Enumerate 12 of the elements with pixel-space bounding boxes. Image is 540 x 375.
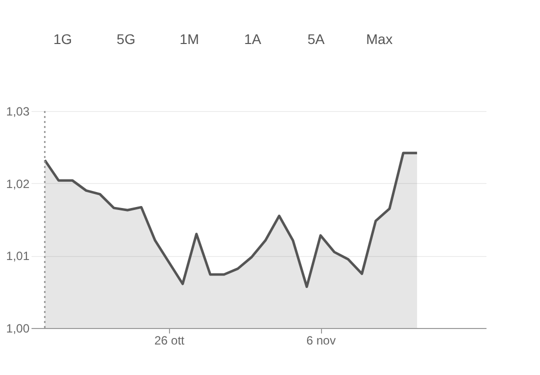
x-tick-label: 6 nov bbox=[306, 334, 336, 348]
y-tick-label: 1,02 bbox=[6, 176, 30, 191]
text: 5G bbox=[116, 31, 136, 47]
text: 5A bbox=[307, 31, 326, 47]
y-tick-label: 1,03 bbox=[6, 104, 30, 118]
text: Max bbox=[366, 31, 393, 47]
y-tick-label: 1,01 bbox=[6, 249, 30, 264]
y-tick-label: 1,00 bbox=[6, 322, 30, 336]
text: 1G bbox=[53, 31, 72, 47]
x-tick-label: 26 ott bbox=[154, 334, 186, 348]
text: 1M bbox=[180, 31, 200, 47]
text: 1A bbox=[244, 31, 262, 47]
